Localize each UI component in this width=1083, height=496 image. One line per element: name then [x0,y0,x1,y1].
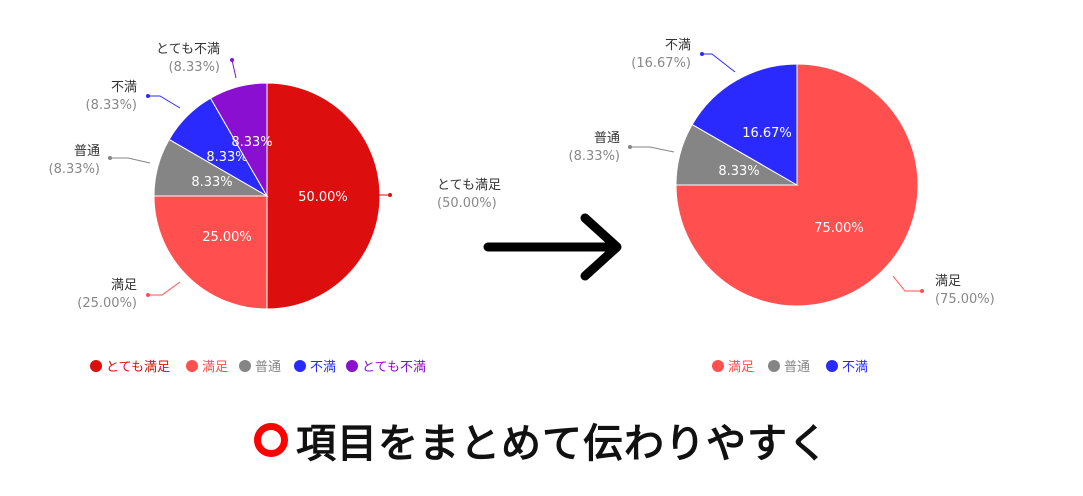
slice-value-label: 50.00% [298,190,348,205]
caption: 項目をまとめて伝わりやすく [0,410,1083,470]
callout-percent: (75.00%) [935,292,995,307]
callout-dot [920,289,924,293]
callout-line [630,146,675,153]
legend-label: 普通 [784,360,810,375]
callout-percent: (8.33%) [49,162,100,177]
callout-percent: (16.67%) [631,56,691,71]
legend-swatch [90,360,102,372]
callout-category: 不満 [665,38,691,53]
callout-dot [388,193,392,197]
callout-percent: (25.00%) [77,296,137,311]
slice-value-label: 8.33% [206,150,247,165]
pie-chart-after: 75.00% 満足 (75.00%) 8.33% 普通 (8.33%) 16.67% 不満 (1… [569,38,995,307]
slice-value-label: 8.33% [231,135,272,150]
legend-swatch [826,360,838,372]
callout-line [110,157,151,164]
red-circle-icon [254,423,288,457]
legend-label: 普通 [255,360,281,375]
callout-category: とても満足 [437,178,501,193]
callout-dot [146,293,150,297]
legend-swatch [186,360,198,372]
callout-dot [628,145,632,149]
callout-line [148,95,181,109]
callout-dot [108,156,112,160]
legend-swatch [239,360,251,372]
pie-slice [153,195,268,310]
legend-label: とても満足 [106,360,170,375]
callout-category: 不満 [111,80,137,95]
slice-value-label: 25.00% [202,230,252,245]
callout-percent: (50.00%) [437,196,497,211]
callout-line [148,281,181,296]
callout-percent: (8.33%) [569,149,620,164]
slice-value-label: 8.33% [718,164,759,179]
callout-dot [230,58,234,62]
pie-slice [209,82,268,198]
callout-percent: (8.33%) [86,98,137,113]
legend-label: 満足 [728,360,754,375]
callout-percent: (8.33%) [169,60,220,75]
callout-category: 普通 [594,131,620,146]
callout-category: とても不満 [156,42,220,57]
legend-swatch [346,360,358,372]
callout-line [231,59,237,79]
callout-dot [146,94,150,98]
legend-label: 不満 [310,360,336,375]
slice-value-label: 75.00% [814,221,864,236]
callout-category: 普通 [74,144,100,159]
pie-slice [266,82,381,310]
legend-swatch [294,360,306,372]
callout-line [892,275,922,292]
callout-dot [700,52,704,56]
right-arrow-icon [483,213,622,281]
caption-text: 項目をまとめて伝わりやすく [296,421,829,467]
legend-after: 満足 普通 不満 [712,360,868,375]
pie-chart-before: 50.00% とても満足 (50.00%) 25.00% 満足 (25.00%) 8.33%… [49,42,501,311]
legend-label: 不満 [842,360,868,375]
slice-value-label: 8.33% [191,175,232,190]
slice-value-label: 16.67% [742,126,792,141]
legend-before: とても満足 満足 普通 不満 とても不満 [90,360,426,375]
pie-slice [691,63,798,186]
legend-label: とても不満 [362,360,426,375]
legend-swatch [712,360,724,372]
callout-category: 満足 [935,274,961,289]
callout-line [702,53,736,73]
legend-label: 満足 [202,360,228,375]
legend-swatch [768,360,780,372]
callout-category: 満足 [111,278,137,293]
